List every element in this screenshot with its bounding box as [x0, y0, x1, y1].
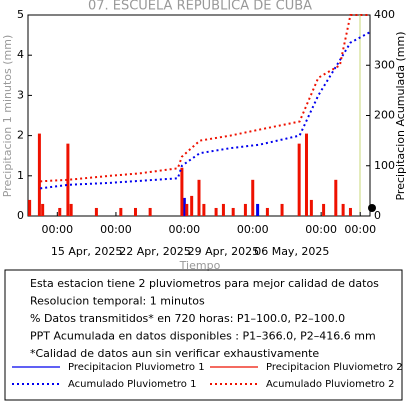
legend-note: % Datos transmitidos* en 720 horas: P1–1…: [30, 312, 345, 325]
bar: [334, 179, 338, 216]
bar: [66, 143, 70, 216]
bar: [148, 207, 152, 216]
y-axis-label: Precipitacion 1 minutos (mm): [1, 35, 14, 197]
bar: [251, 179, 255, 216]
bar: [341, 203, 345, 216]
x-tick-label: 00:00: [305, 223, 337, 236]
bar: [309, 199, 313, 216]
bar: [69, 203, 73, 216]
y-tick-label: 4: [17, 48, 24, 61]
bar: [94, 207, 98, 216]
x-tick-label: 00:00: [41, 223, 73, 236]
x-date-label: 15 Apr, 2025: [51, 245, 123, 258]
bar: [37, 133, 41, 216]
legend-note: PPT Acumulada en datos disponibles : P1–…: [30, 330, 376, 343]
legend-label: Precipitacion Pluviometro 2: [266, 362, 403, 373]
y2-tick-label: 400: [374, 8, 395, 21]
marker-dot: [368, 204, 376, 212]
y2-tick-label: 300: [374, 58, 395, 71]
bar: [231, 207, 235, 216]
bar: [28, 199, 32, 216]
y-tick-label: 3: [17, 88, 24, 101]
x-date-label: 06 May, 2025: [254, 245, 329, 258]
legend-label: Precipitacion Pluviometro 1: [68, 362, 205, 373]
legend-note: Resolucion temporal: 1 minutos: [30, 295, 205, 308]
legend-note: Esta estacion tiene 2 pluviometros para …: [30, 277, 379, 290]
bar: [265, 207, 269, 216]
bar: [256, 203, 260, 216]
y2-tick-label: 200: [374, 109, 395, 122]
legend-box: [4, 269, 403, 401]
x-tick-label: 00:00: [100, 223, 132, 236]
bar: [133, 207, 137, 216]
bar: [348, 207, 352, 216]
y2-tick-label: 0: [374, 209, 381, 222]
y-tick-label: 0: [17, 209, 24, 222]
chart-title: 07. ESCUELA REPUBLICA DE CUBA: [88, 0, 312, 14]
bar: [214, 207, 218, 216]
legend-note: *Calidad de datos aun sin verificar exha…: [30, 347, 319, 360]
x-axis-label: Tiempo: [179, 259, 221, 272]
bar: [41, 203, 45, 216]
bar: [190, 195, 194, 216]
bar: [243, 203, 247, 216]
bar: [180, 167, 184, 216]
bar: [197, 179, 201, 216]
legend-label: Acumulado Pluviometro 1: [68, 379, 196, 390]
bar: [202, 203, 206, 216]
bar: [119, 207, 123, 216]
y2-axis-label: Precipitacion Acumulada (mm): [394, 31, 407, 200]
bar: [322, 203, 326, 216]
accumulated-line: [40, 31, 370, 190]
bar: [58, 207, 62, 216]
bar: [297, 143, 301, 216]
bar: [304, 133, 308, 216]
y-tick-label: 5: [17, 8, 24, 21]
x-date-label: 29 Apr, 2025: [188, 245, 260, 258]
x-date-label: 22 Apr, 2025: [119, 245, 191, 258]
x-tick-label: 00:00: [237, 223, 269, 236]
x-tick-label: 00:00: [168, 223, 200, 236]
y2-tick-label: 100: [374, 159, 395, 172]
y-tick-label: 2: [17, 129, 24, 142]
accumulated-line: [40, 14, 370, 183]
x-tick-label: 00:00: [344, 223, 376, 236]
bar: [280, 203, 284, 216]
bar: [221, 203, 225, 216]
bar: [182, 197, 186, 216]
bar: [185, 203, 189, 216]
legend-label: Acumulado Pluviometro 2: [266, 379, 394, 390]
y-tick-label: 1: [17, 169, 24, 182]
